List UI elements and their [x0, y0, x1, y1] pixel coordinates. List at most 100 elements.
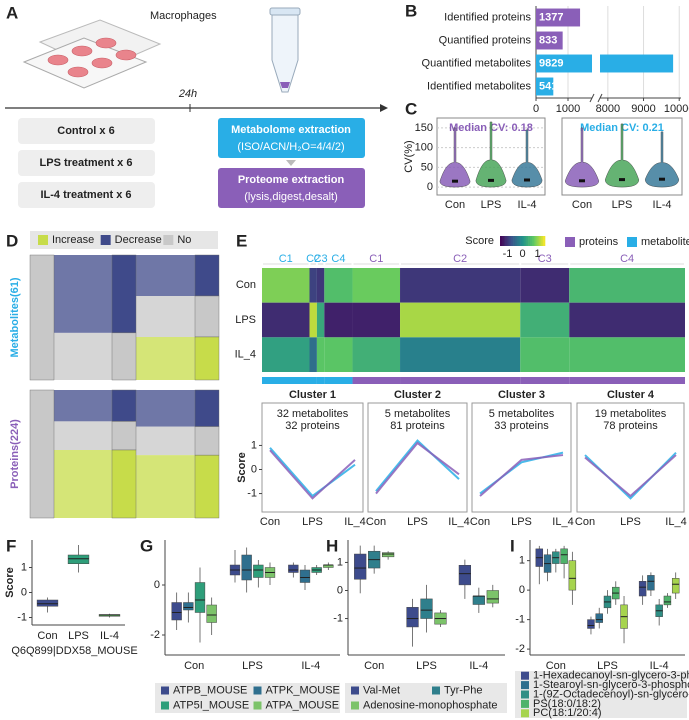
cluster-label: C4 — [331, 253, 345, 265]
colorbar-title: Score — [465, 235, 494, 247]
box — [288, 564, 299, 573]
cluster-label: C1 — [369, 253, 383, 265]
value-label: 541 — [539, 80, 557, 92]
colorbar-cell — [516, 236, 520, 246]
violin — [644, 131, 680, 188]
group-bar — [316, 377, 325, 384]
chart-title: Cluster 2 — [394, 389, 441, 401]
box — [253, 564, 264, 578]
box — [171, 602, 182, 621]
colorbar-cell — [505, 236, 508, 246]
x-tick-label: Con — [366, 516, 386, 528]
y-tick-label: 150 — [415, 122, 433, 134]
cluster-label: C2 — [306, 253, 320, 265]
colorbar-cell — [541, 236, 544, 246]
x-tick-label: Con — [37, 630, 57, 642]
time-label: 24h — [178, 88, 197, 100]
x-tick-label: LPS — [481, 199, 502, 211]
dish-plate — [22, 37, 148, 89]
box — [458, 564, 471, 586]
legend-label: ATP5I_MOUSE — [173, 699, 249, 711]
node — [29, 389, 55, 519]
series-line — [479, 451, 564, 495]
node — [111, 421, 137, 451]
colorbar-tick-label: 1 — [534, 248, 540, 260]
heat-cell — [316, 337, 325, 372]
legend-label: proteins — [579, 236, 619, 248]
colorbar-cell — [533, 236, 536, 246]
colorbar-cell — [515, 236, 518, 246]
legend-swatch — [565, 237, 575, 247]
median-marker — [452, 179, 458, 183]
box — [587, 619, 595, 629]
x-tick-label: Con — [546, 660, 566, 672]
legend-label: Adenosine-monophosphate — [363, 699, 498, 711]
series-line — [584, 454, 677, 498]
colorbar-cell — [543, 236, 546, 246]
heat-cell — [316, 302, 325, 338]
box — [638, 581, 647, 597]
box — [241, 554, 252, 581]
x-tick-label: LPS — [612, 199, 633, 211]
heat-cell — [316, 268, 325, 303]
legend-swatch — [521, 699, 529, 708]
series-line — [479, 454, 564, 497]
box — [406, 607, 419, 628]
cluster-label: C3 — [314, 253, 328, 265]
plot-frame — [367, 402, 468, 513]
flow — [54, 421, 112, 450]
x-tick-label: IL-4 — [469, 660, 488, 672]
colorbar-cell — [528, 236, 531, 246]
group-bar — [520, 377, 570, 384]
legend-swatch — [351, 686, 359, 695]
median-marker — [579, 179, 585, 183]
chart-subtitle: 81 proteins — [390, 420, 445, 432]
y-tick-label: -1 — [333, 612, 343, 624]
colorbar-cell — [526, 236, 529, 246]
box — [183, 602, 194, 611]
group-bar — [324, 377, 353, 384]
legend-swatch — [521, 681, 529, 690]
box — [420, 598, 433, 619]
legend-label: Tyr-Phe — [444, 684, 483, 696]
wells — [47, 37, 137, 78]
group-box — [18, 182, 155, 208]
value-label: 1377 — [539, 11, 563, 23]
node — [111, 389, 137, 422]
x-tick-label: Con — [575, 516, 595, 528]
violin — [439, 127, 471, 188]
box — [472, 595, 485, 605]
heat-cell — [352, 302, 401, 338]
legend-swatch — [253, 686, 262, 695]
series-line — [584, 451, 677, 500]
y-tick-label: 1 — [251, 439, 257, 451]
x-tick-label: 10000 — [664, 103, 689, 115]
node — [194, 295, 220, 338]
cluster-label: C1 — [279, 253, 293, 265]
heat-cell — [520, 337, 570, 372]
legend-label: Decrease — [115, 234, 162, 246]
y-tick-label: 0 — [519, 584, 525, 596]
y-tick-label: 0 — [251, 463, 257, 475]
violin — [604, 123, 640, 188]
box — [206, 604, 217, 623]
y-tick-label: 1 — [337, 556, 343, 568]
box — [663, 595, 672, 606]
x-tick-label: LPS — [416, 660, 437, 672]
violin — [511, 129, 543, 188]
box — [354, 553, 367, 580]
x-tick-label: IL_4 — [344, 516, 365, 528]
legend-label: PC(18:1/20:4) — [533, 707, 601, 719]
y-tick-label: 0 — [154, 579, 160, 591]
x-tick-label: LPS — [242, 660, 263, 672]
group-bar — [309, 377, 317, 384]
colorbar-cell — [537, 236, 540, 246]
legend-swatch — [161, 686, 169, 695]
series-line — [375, 439, 460, 492]
step-subtitle: (ISO/ACN/H₂O=4/4/2) — [237, 141, 344, 153]
flow — [54, 450, 112, 518]
heat-cell — [352, 268, 401, 303]
heat-cell — [309, 302, 317, 338]
plot-frame — [471, 402, 572, 513]
